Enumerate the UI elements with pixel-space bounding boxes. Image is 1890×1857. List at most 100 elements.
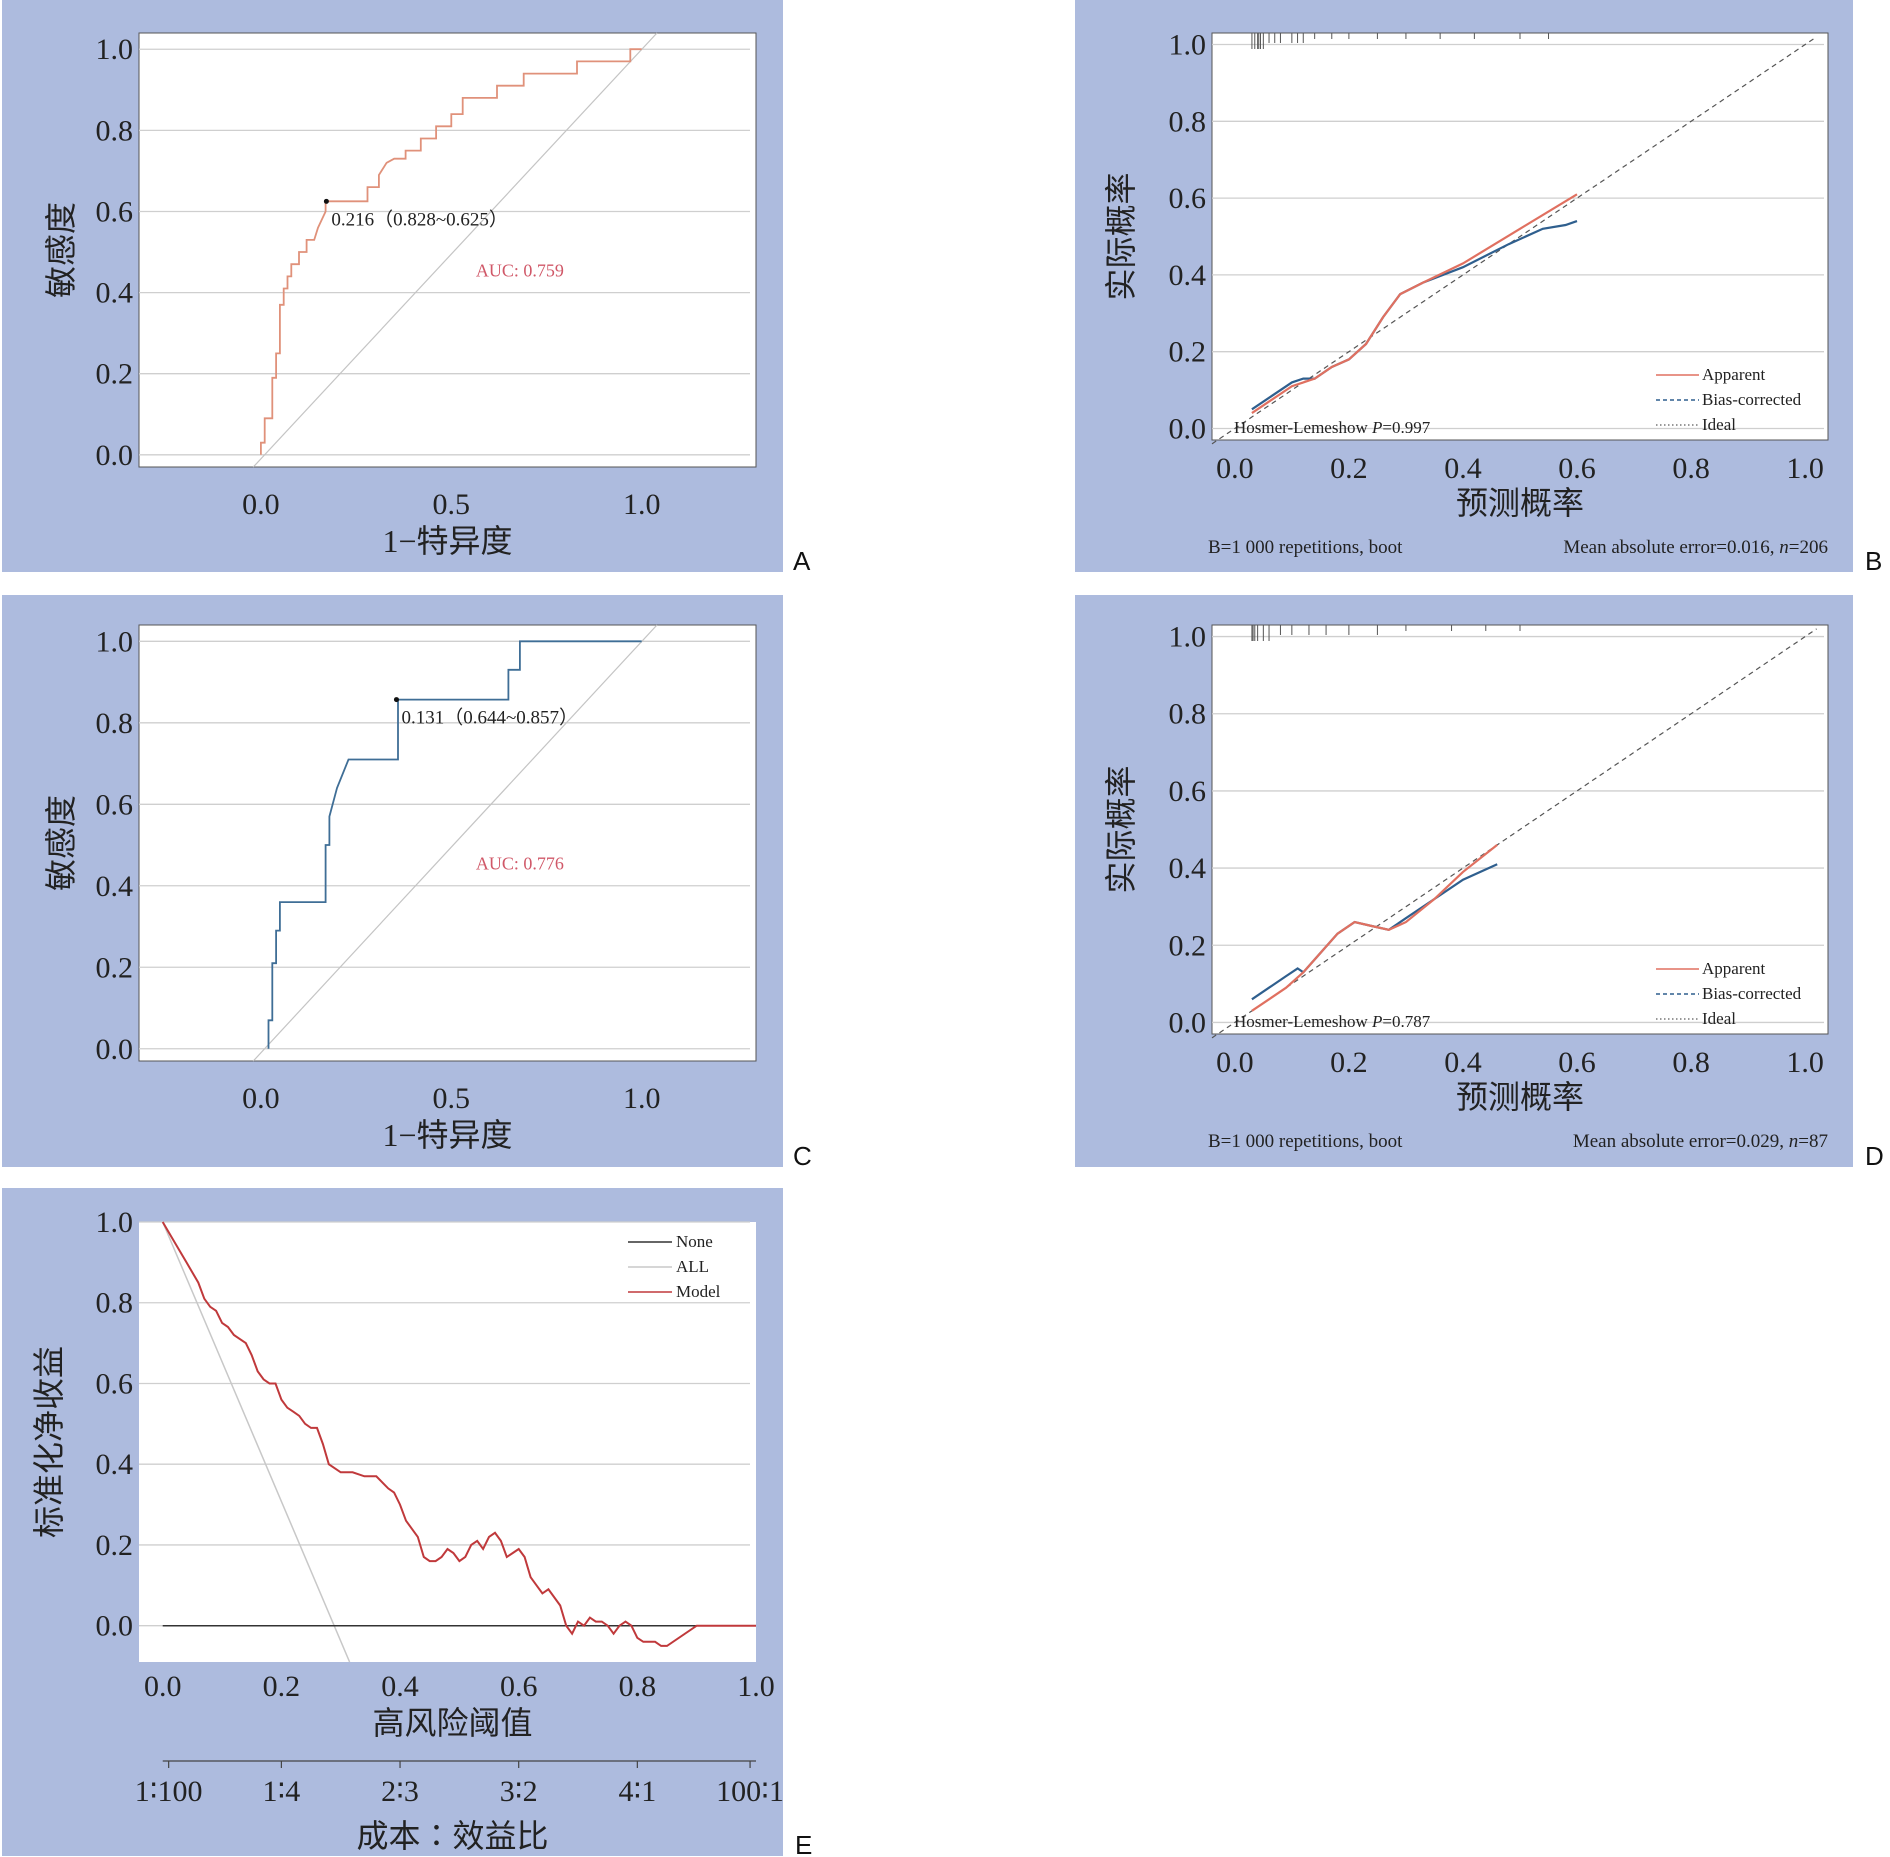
panel-a-reference-diagonal xyxy=(252,32,658,468)
panel-d-x-tick-label: 0.2 xyxy=(1330,1046,1368,1079)
panel-b-hl-p: P xyxy=(1371,418,1382,437)
panel-e-x-axis-title: 高风险阈值 xyxy=(372,1705,532,1741)
panel-b-y-tick-label: 0.4 xyxy=(1169,259,1207,292)
panel-d-legend-label: Bias-corrected xyxy=(1702,984,1802,1003)
panel-d-x-tick-label: 0.8 xyxy=(1672,1046,1710,1079)
panel-b-hl-prefix: Hosmer-Lemeshow xyxy=(1234,418,1372,437)
panel-a-y-tick-label: 0.8 xyxy=(96,114,134,147)
panel-b-x-tick-label: 0.8 xyxy=(1672,452,1710,485)
panel-b-x-axis-title: 预测概率 xyxy=(1456,485,1584,521)
panel-d-x-tick-label: 0.6 xyxy=(1558,1046,1596,1079)
panel-e-cost-benefit-tick-label: 1∶100 xyxy=(135,1775,203,1808)
panel-c-x-tick-label: 1.0 xyxy=(623,1082,661,1115)
panel-e-decision-curve: 0.0 0.2 0.4 0.6 0.8 1.0 None ALL Model 0.0 0.2 0.4 0… xyxy=(2,1188,812,1857)
panel-a-y-axis-title: 敏感度 xyxy=(43,202,79,298)
panel-b-y-tick-label: 0.8 xyxy=(1169,105,1207,138)
panel-e-y-axis-title: 标准化净收益 xyxy=(31,1346,67,1538)
panel-b-y-tick-label: 0.6 xyxy=(1169,182,1207,215)
panel-b-x-tick-label: 0.2 xyxy=(1330,452,1368,485)
panel-a-x-axis-title: 1−特异度 xyxy=(382,523,512,559)
panel-c-auc-label: AUC: 0.776 xyxy=(476,853,564,873)
panel-a-cutoff-label: 0.216（0.828~0.625） xyxy=(331,208,508,230)
panel-b-legend-label: Apparent xyxy=(1702,365,1766,384)
panel-d-hl-value: =0.787 xyxy=(1382,1012,1430,1031)
panel-b-y-tick-label: 1.0 xyxy=(1169,29,1207,62)
panel-e-y-tick-label: 0.2 xyxy=(96,1529,134,1562)
panel-b-apparent-curve xyxy=(1251,193,1578,415)
panel-c-y-tick-label: 0.8 xyxy=(96,707,134,740)
panel-b-calibration-training: 0.0 0.2 0.4 0.6 0.8 1.0 Apparent Bias-corrected… xyxy=(1075,0,1882,576)
panel-c-x-tick-label: 0.0 xyxy=(242,1082,280,1115)
panel-e-y-tick-label: 0.6 xyxy=(96,1367,134,1400)
panel-c-plot-area xyxy=(138,624,757,1062)
panel-d-hl-p: P xyxy=(1371,1012,1382,1031)
panel-a-plot-area xyxy=(138,32,757,468)
panel-b-y-tick-label: 0.0 xyxy=(1169,412,1207,445)
panel-b-mae-n: n xyxy=(1779,537,1789,558)
panel-d-mae-prefix: Mean absolute error=0.029, xyxy=(1573,1131,1789,1152)
panel-e-x-tick-label: 0.2 xyxy=(263,1670,301,1703)
panel-d-mae-value: =87 xyxy=(1798,1131,1828,1152)
panel-c-roc-curve xyxy=(267,640,642,1049)
panel-e-x-tick-label: 0.6 xyxy=(500,1670,538,1703)
panel-b-hl-value: =0.997 xyxy=(1382,418,1430,437)
panel-e-legend-label: None xyxy=(676,1232,713,1251)
panel-c-x-tick-label: 0.5 xyxy=(433,1082,471,1115)
panel-b-y-tick-label: 0.2 xyxy=(1169,336,1207,369)
panel-d-letter: D xyxy=(1865,1141,1884,1171)
panel-a-x-tick-label: 1.0 xyxy=(623,488,661,521)
panel-d-legend-label: Ideal xyxy=(1702,1009,1736,1028)
panel-a-y-tick-label: 0.2 xyxy=(96,358,134,391)
panel-c-cutoff-label: 0.131（0.644~0.857） xyxy=(401,707,578,729)
panel-c-cutoff-point xyxy=(393,697,399,703)
panel-b-y-axis-title: 实际概率 xyxy=(1103,172,1139,300)
panel-b-legend-label: Bias-corrected xyxy=(1702,390,1802,409)
panel-e-cost-benefit-tick-label: 3∶2 xyxy=(500,1775,538,1808)
panel-e-y-tick-label: 1.0 xyxy=(96,1206,134,1239)
panel-d-y-tick-label: 0.0 xyxy=(1169,1006,1207,1039)
panel-e-cost-benefit-tick-label: 100∶1 xyxy=(716,1775,784,1808)
panel-e-x-tick-label: 1.0 xyxy=(737,1670,775,1703)
panel-b-ideal-line xyxy=(1211,36,1817,445)
panel-c-y-tick-label: 0.2 xyxy=(96,951,134,984)
panel-c-letter: C xyxy=(793,1141,812,1171)
panel-c-y-tick-label: 1.0 xyxy=(96,625,134,658)
panel-d-footer-repetitions: B=1 000 repetitions, boot xyxy=(1208,1131,1403,1152)
panel-a-roc-training: 0.0 0.2 0.4 0.6 0.8 1.0 0.216（0.828~0.625） AUC:… xyxy=(2,0,811,576)
panel-d-y-tick-label: 0.2 xyxy=(1169,929,1207,962)
panel-b-mae-value: =206 xyxy=(1789,537,1828,558)
panel-d-x-tick-label: 0.4 xyxy=(1444,1046,1482,1079)
panel-d-y-tick-label: 1.0 xyxy=(1169,621,1207,654)
panel-a-x-tick-label: 0.0 xyxy=(242,488,280,521)
panel-a-letter: A xyxy=(793,546,811,576)
panel-e-y-tick-label: 0.4 xyxy=(96,1448,134,1481)
panel-c-y-axis-title: 敏感度 xyxy=(43,795,79,891)
panel-d-y-tick-label: 0.6 xyxy=(1169,775,1207,808)
panel-b-x-tick-label: 1.0 xyxy=(1786,452,1824,485)
panel-b-legend-label: Ideal xyxy=(1702,415,1736,434)
panel-c-y-tick-label: 0.0 xyxy=(96,1033,134,1066)
panel-e-all-curve xyxy=(162,1221,351,1663)
panel-d-apparent-curve xyxy=(1251,844,1498,1012)
panel-b-x-tick-label: 0.0 xyxy=(1216,452,1254,485)
panel-e-legend-label: ALL xyxy=(676,1257,709,1276)
panel-e-y-tick-label: 0.8 xyxy=(96,1287,134,1320)
panel-e-cost-benefit-tick-label: 4∶1 xyxy=(618,1775,656,1808)
panel-d-mae-n: n xyxy=(1789,1131,1799,1152)
panel-a-y-tick-label: 1.0 xyxy=(96,33,134,66)
panel-b-hosmer-lemeshow-text: Hosmer-Lemeshow P=0.997 xyxy=(1234,418,1431,437)
panel-e-model-curve xyxy=(161,1221,756,1647)
panel-d-y-tick-label: 0.8 xyxy=(1169,698,1207,731)
panel-e-cost-benefit-title: 成本∶效益比 xyxy=(356,1818,548,1854)
panel-e-x-tick-label: 0.8 xyxy=(619,1670,657,1703)
panel-d-y-tick-label: 0.4 xyxy=(1169,852,1207,885)
panel-a-roc-curve xyxy=(260,48,642,455)
panel-e-x-tick-label: 0.4 xyxy=(381,1670,419,1703)
panel-d-y-axis-title: 实际概率 xyxy=(1103,765,1139,893)
panel-b-x-tick-label: 0.6 xyxy=(1558,452,1596,485)
panel-e-x-tick-label: 0.0 xyxy=(144,1670,182,1703)
panel-d-ideal-line xyxy=(1211,628,1817,1039)
panel-c-y-tick-label: 0.4 xyxy=(96,870,134,903)
panel-b-mae-prefix: Mean absolute error=0.016, xyxy=(1563,537,1779,558)
